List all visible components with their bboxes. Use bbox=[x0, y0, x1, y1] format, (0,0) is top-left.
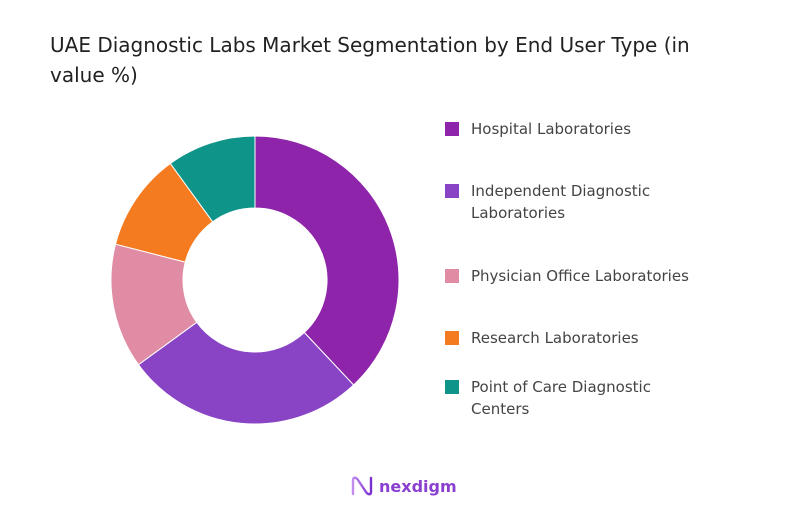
donut-slice-independent-diagnostic-laboratories bbox=[137, 321, 355, 425]
nexdigm-logo-icon bbox=[351, 476, 373, 496]
legend-item: Independent Diagnostic Laboratories bbox=[445, 180, 676, 224]
donut-slice-point-of-care-diagnostic-centers bbox=[169, 135, 256, 223]
legend-item: Physician Office Laboratories bbox=[445, 265, 721, 287]
chart-title: UAE Diagnostic Labs Market Segmentation … bbox=[50, 33, 690, 87]
legend-swatch bbox=[445, 380, 459, 394]
legend-item: Hospital Laboratories bbox=[445, 118, 721, 140]
legend-swatch bbox=[445, 184, 459, 198]
legend-swatch bbox=[445, 269, 459, 283]
legend-label: Hospital Laboratories bbox=[471, 120, 632, 138]
nexdigm-logo: nexdigm bbox=[351, 476, 457, 496]
legend-label: Independent Diagnostic Laboratories bbox=[471, 182, 651, 222]
donut-slice-hospital-laboratories bbox=[254, 135, 400, 386]
brand-name: nexdigm bbox=[379, 476, 457, 496]
legend-swatch bbox=[445, 331, 459, 345]
legend-label: Point of Care Diagnostic Centers bbox=[471, 378, 651, 418]
legend-label: Research Laboratories bbox=[471, 329, 639, 347]
legend-swatch bbox=[445, 122, 459, 136]
legend-item: Research Laboratories bbox=[445, 327, 721, 349]
legend-item: Point of Care Diagnostic Centers bbox=[445, 376, 686, 420]
legend-label: Physician Office Laboratories bbox=[471, 267, 689, 285]
